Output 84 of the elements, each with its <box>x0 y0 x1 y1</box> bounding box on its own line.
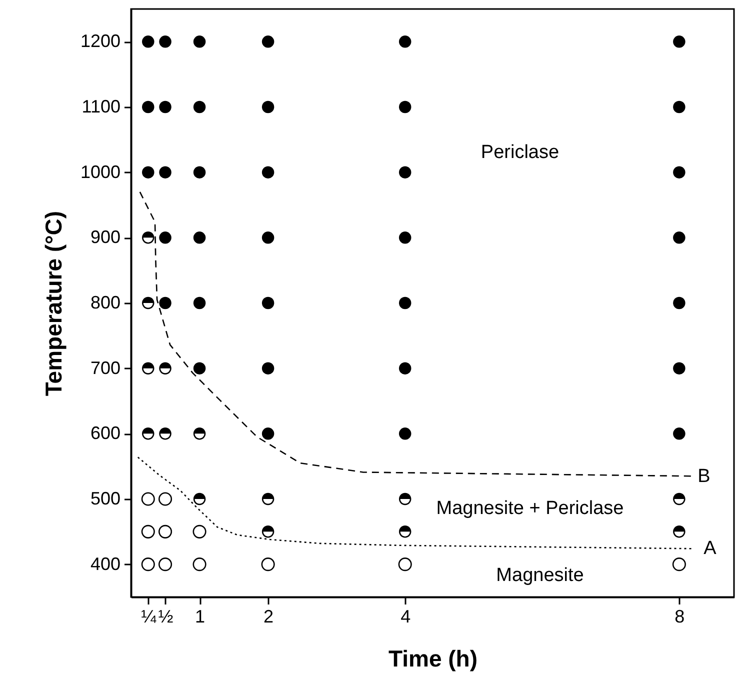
point <box>262 526 274 538</box>
point <box>159 428 172 440</box>
point <box>673 296 686 310</box>
point <box>261 558 275 572</box>
point <box>158 558 172 572</box>
point <box>158 524 172 538</box>
x-tick-label: 2 <box>264 606 274 626</box>
point <box>193 36 206 48</box>
point <box>159 296 172 310</box>
point <box>398 492 412 506</box>
point <box>159 166 172 178</box>
point <box>262 362 274 374</box>
annotation: B <box>698 466 710 487</box>
point <box>193 232 206 244</box>
x-tick-label: 8 <box>674 606 685 626</box>
x-tick-label: 4 <box>400 606 411 626</box>
point <box>193 296 206 310</box>
point <box>398 526 412 538</box>
y-tick-label: 900 <box>90 227 120 248</box>
point <box>141 492 155 506</box>
x-axis-title: Time (h) <box>388 646 478 672</box>
y-axis-title: Temperature (°C) <box>40 210 66 396</box>
point <box>672 558 686 572</box>
x-tick-label: ¼ <box>141 606 158 626</box>
point <box>398 36 412 48</box>
point <box>142 100 154 114</box>
line-series <box>137 456 693 550</box>
point <box>193 428 206 440</box>
point <box>262 296 274 310</box>
y-tick-label: 800 <box>90 292 120 312</box>
y-tick-label: 500 <box>90 488 120 508</box>
point <box>673 492 686 506</box>
point <box>142 362 154 374</box>
point <box>142 166 154 178</box>
annotation: A <box>704 538 717 559</box>
point <box>673 166 686 178</box>
point <box>398 362 412 374</box>
point <box>193 100 206 114</box>
point <box>262 36 274 48</box>
point <box>673 526 686 538</box>
point <box>673 36 686 48</box>
point <box>262 428 274 440</box>
y-tick-label: 700 <box>90 358 120 378</box>
point <box>262 232 274 244</box>
point <box>673 362 686 374</box>
point <box>673 428 686 440</box>
point <box>398 558 412 572</box>
point <box>159 232 172 244</box>
point <box>262 100 274 114</box>
point <box>142 232 154 244</box>
y-tick-label: 400 <box>90 554 120 574</box>
point <box>262 492 274 506</box>
point <box>193 362 206 374</box>
point <box>398 166 412 178</box>
x-tick-label: ½ <box>158 606 174 626</box>
y-tick-label: 1000 <box>80 162 120 182</box>
x-tick-label: 1 <box>195 606 206 626</box>
point <box>141 524 155 538</box>
point <box>159 100 172 114</box>
line-series <box>139 191 693 477</box>
point <box>193 492 206 506</box>
annotation: Periclase <box>480 142 560 163</box>
point <box>142 296 154 310</box>
point <box>192 558 206 572</box>
annotation: Magnesite + Periclase <box>436 498 624 519</box>
point <box>141 558 155 572</box>
point <box>398 100 412 114</box>
point <box>158 492 172 506</box>
point <box>398 428 412 440</box>
annotation: Magnesite <box>496 565 584 586</box>
y-tick-label: 600 <box>90 423 120 444</box>
point <box>192 524 206 538</box>
point <box>673 232 686 244</box>
point <box>159 362 172 374</box>
point <box>193 166 206 178</box>
y-tick-label: 1100 <box>82 96 120 116</box>
y-tick-label: 1200 <box>80 31 120 52</box>
point <box>398 296 412 310</box>
point <box>142 36 154 48</box>
point <box>159 36 172 48</box>
point <box>673 100 686 114</box>
point <box>262 166 274 178</box>
point <box>398 232 412 244</box>
point <box>142 428 154 440</box>
